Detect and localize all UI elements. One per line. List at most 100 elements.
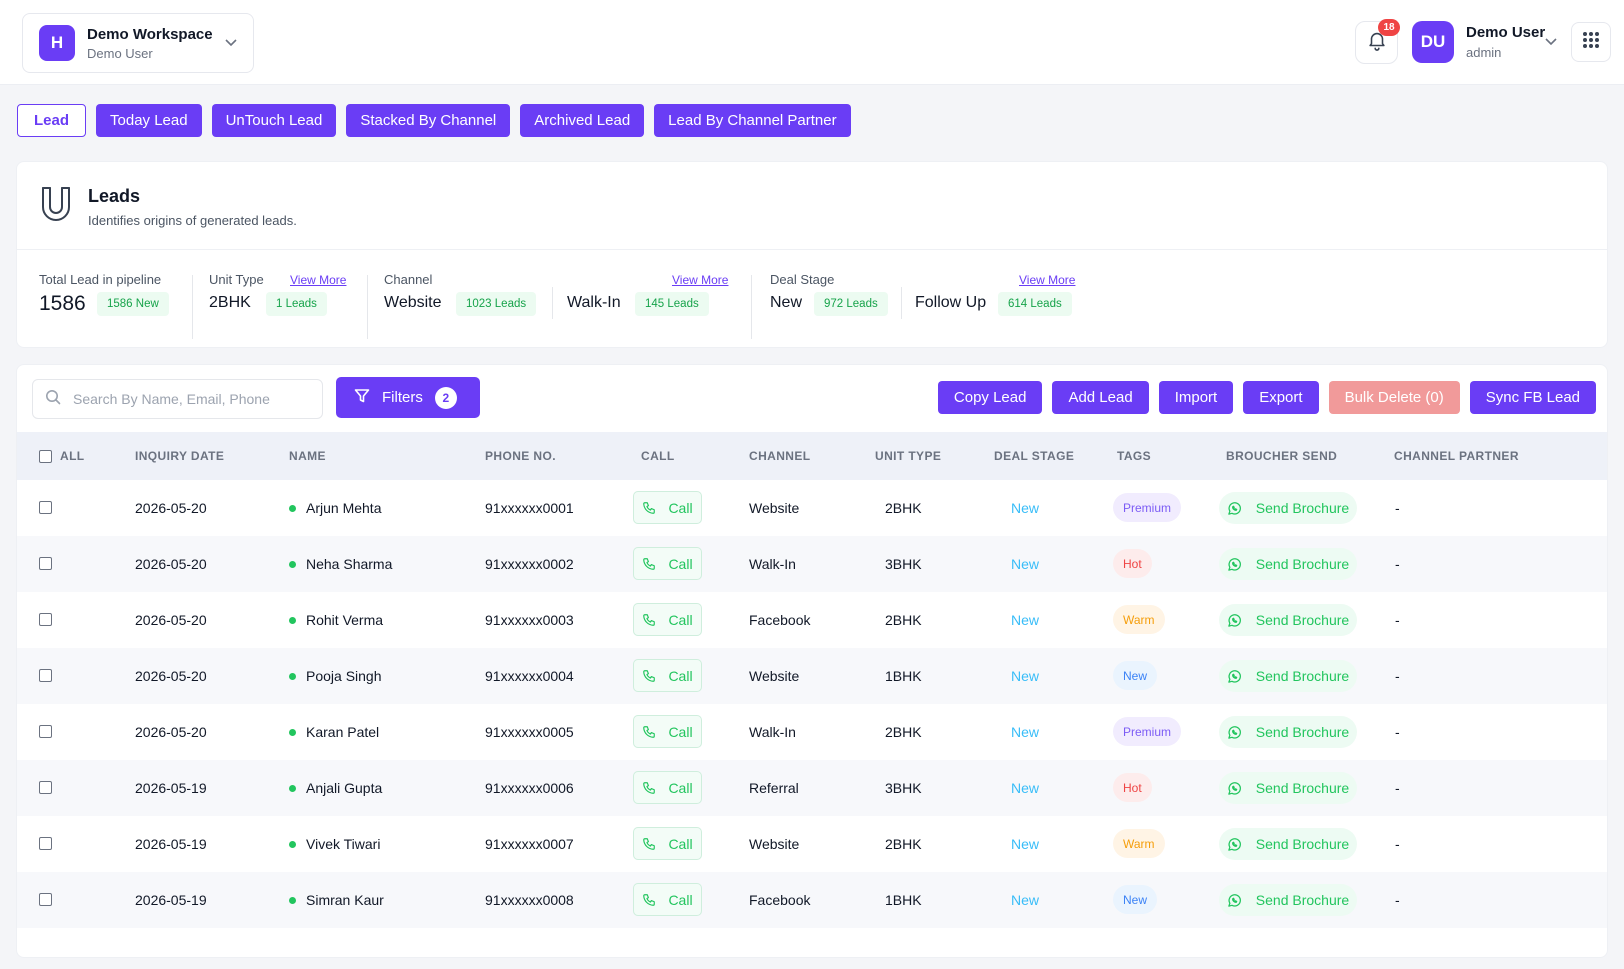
channel: Walk-In [749,556,796,572]
import-button[interactable]: Import [1158,381,1234,414]
row-checkbox[interactable] [39,893,52,906]
call-button[interactable]: Call [633,603,702,636]
lead-name[interactable]: Simran Kaur [306,892,384,908]
deal-stage-view-more-link[interactable]: View More [1019,273,1076,287]
phone-number: 91xxxxxx0002 [485,556,574,572]
row-checkbox[interactable] [39,837,52,850]
call-button[interactable]: Call [633,827,702,860]
apps-grid-button[interactable] [1571,22,1611,62]
table-row[interactable]: 2026-05-20 Pooja Singh 91xxxxxx0004 Call Web… [17,648,1607,704]
channel-view-more-link[interactable]: View More [672,273,729,287]
unit-type-view-more-link[interactable]: View More [290,273,347,287]
tab-today-lead[interactable]: Today Lead [96,104,202,137]
deal-stage[interactable]: New [1011,556,1040,572]
table-row[interactable]: 2026-05-20 Rohit Verma 91xxxxxx0003 Call Fac… [17,592,1607,648]
send-brochure-button[interactable]: Send Brochure [1219,660,1357,692]
row-checkbox[interactable] [39,781,52,794]
call-label: Call [668,611,693,628]
unit-type-name: 2BHK [209,294,251,311]
sync-fb-lead-button[interactable]: Sync FB Lead [1469,381,1596,414]
workspace-switcher[interactable]: H Demo Workspace Demo User [22,13,254,73]
call-button[interactable]: Call [633,659,702,692]
table-row[interactable]: 2026-05-19 Simran Kaur 91xxxxxx0008 Call Fac… [17,872,1607,928]
deal-stage[interactable]: New [1011,836,1040,852]
lead-name[interactable]: Rohit Verma [306,612,384,628]
tab-stacked-by-channel[interactable]: Stacked By Channel [346,104,511,137]
column-header: PHONE NO. [485,449,556,463]
row-checkbox[interactable] [39,613,52,626]
unit-type: 2BHK [885,724,922,740]
send-brochure-button[interactable]: Send Brochure [1219,716,1357,748]
inquiry-date: 2026-05-19 [135,892,207,908]
search-box[interactable] [32,379,323,419]
table-row[interactable]: 2026-05-20 Karan Patel 91xxxxxx0005 Call Wal… [17,704,1607,760]
user-avatar[interactable]: DU [1412,21,1454,63]
row-checkbox[interactable] [39,501,52,514]
whatsapp-icon [1227,893,1249,908]
select-all-checkbox[interactable] [39,450,52,463]
tab-lead-by-channel-partner[interactable]: Lead By Channel Partner [654,104,851,137]
column-header: INQUIRY DATE [135,449,225,463]
call-button[interactable]: Call [633,547,702,580]
deal-stage[interactable]: New [1011,780,1040,796]
table-row[interactable]: 2026-05-20 Arjun Mehta 91xxxxxx0001 Call Web… [17,480,1607,536]
export-button[interactable]: Export [1243,381,1319,414]
chevron-down-icon[interactable] [1545,35,1557,49]
filters-button[interactable]: Filters 2 [336,377,480,418]
tab-archived-lead[interactable]: Archived Lead [520,104,645,137]
divider [552,287,553,319]
call-button[interactable]: Call [633,771,702,804]
tab-lead[interactable]: Lead [17,104,87,137]
lead-name[interactable]: Neha Sharma [306,556,393,572]
table-row[interactable]: 2026-05-19 Anjali Gupta 91xxxxxx0006 Call Re… [17,760,1607,816]
channel-partner: - [1395,892,1400,908]
channel: Website [749,500,800,516]
lead-name[interactable]: Pooja Singh [306,668,382,684]
filter-icon [354,388,370,408]
column-header: UNIT TYPE [875,449,942,463]
deal-stage[interactable]: New [1011,500,1040,516]
tab-untouch-lead[interactable]: UnTouch Lead [211,104,337,137]
send-brochure-button[interactable]: Send Brochure [1219,828,1357,860]
lead-name[interactable]: Vivek Tiwari [306,836,381,852]
search-icon [45,389,61,410]
phone-number: 91xxxxxx0007 [485,836,574,852]
table-row[interactable]: 2026-05-19 Vivek Tiwari 91xxxxxx0007 Call We… [17,816,1607,872]
bulk-delete-button[interactable]: Bulk Delete (0) [1328,381,1460,414]
send-brochure-button[interactable]: Send Brochure [1219,884,1357,916]
deal-stage[interactable]: New [1011,892,1040,908]
channel-name: Walk-In [567,294,621,311]
call-label: Call [668,835,693,852]
row-checkbox[interactable] [39,725,52,738]
call-label: Call [668,723,693,740]
table-row[interactable]: 2026-05-20 Neha Sharma 91xxxxxx0002 Call Wal… [17,536,1607,592]
whatsapp-icon [1227,725,1249,740]
row-checkbox[interactable] [39,669,52,682]
call-button[interactable]: Call [633,491,702,524]
copy-lead-button[interactable]: Copy Lead [937,381,1043,414]
lead-name[interactable]: Karan Patel [306,724,380,740]
call-button[interactable]: Call [633,883,702,916]
tag-badge: Premium [1113,493,1182,522]
table-header: ALL INQUIRY DATE NAME PHONE NO. CALL CHA… [17,432,1607,480]
deal-stage[interactable]: New [1011,612,1040,628]
unit-type: 1BHK [885,892,922,908]
send-brochure-button[interactable]: Send Brochure [1219,548,1357,580]
row-checkbox[interactable] [39,557,52,570]
status-dot [289,729,296,736]
send-brochure-button[interactable]: Send Brochure [1219,604,1357,636]
lead-name[interactable]: Arjun Mehta [306,500,382,516]
call-button[interactable]: Call [633,715,702,748]
send-brochure-button[interactable]: Send Brochure [1219,492,1357,524]
phone-icon [642,557,662,571]
unit-type: 3BHK [885,780,922,796]
user-menu[interactable]: Demo User admin [1466,24,1545,60]
lead-name[interactable]: Anjali Gupta [306,780,383,796]
search-input[interactable] [73,391,293,407]
column-header[interactable]: ALL [60,449,85,463]
send-brochure-button[interactable]: Send Brochure [1219,772,1357,804]
add-lead-button[interactable]: Add Lead [1052,381,1149,414]
deal-stage[interactable]: New [1011,724,1040,740]
tag-badge: Premium [1113,717,1182,746]
deal-stage[interactable]: New [1011,668,1040,684]
